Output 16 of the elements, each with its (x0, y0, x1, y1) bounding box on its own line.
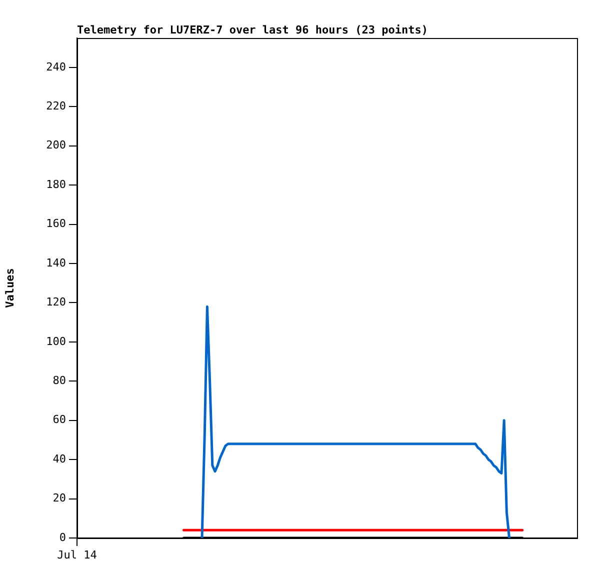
chart-title: Telemetry for LU7ERZ-7 over last 96 hours (23 points) (77, 23, 428, 36)
y-tick-label: 160 (46, 217, 66, 230)
y-tick-label: 180 (46, 178, 66, 191)
y-tick-label: 120 (46, 296, 66, 309)
y-axis-title: Values (3, 268, 16, 308)
y-tick-label: 0 (59, 530, 66, 544)
y-tick-label: 100 (46, 334, 66, 348)
y-tick-label: 80 (52, 374, 66, 387)
y-tick-label: 60 (52, 413, 66, 426)
y-tick-label: 20 (52, 492, 66, 505)
y-tick-label: 220 (46, 99, 66, 112)
y-tick-label: 240 (46, 60, 66, 74)
y-tick-label: 140 (46, 256, 66, 270)
y-tick-label: 200 (46, 138, 66, 152)
x-tick-label: Jul 14 (57, 548, 98, 562)
y-tick-label: 40 (52, 452, 66, 466)
